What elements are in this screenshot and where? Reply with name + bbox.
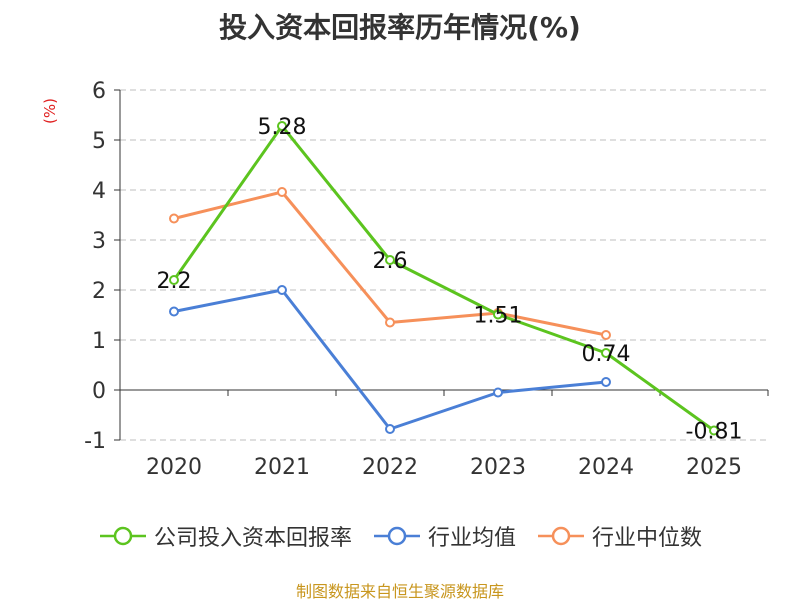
legend-label: 行业中位数 — [592, 526, 703, 551]
x-tick-label: 2024 — [578, 455, 634, 480]
data-point — [601, 348, 611, 358]
y-tick-label: -1 — [84, 429, 106, 454]
data-label: 1.51 — [474, 304, 523, 329]
data-label: 2.6 — [373, 249, 408, 274]
data-label: 0.74 — [582, 342, 631, 367]
data-label: -0.81 — [686, 420, 743, 445]
y-tick-label: 5 — [92, 129, 106, 154]
data-point — [493, 309, 503, 320]
x-tick-label: 2020 — [146, 455, 202, 480]
data-point — [385, 255, 395, 265]
y-tick-label: 6 — [92, 79, 106, 104]
data-point — [277, 121, 287, 131]
y-tick-label: 1 — [92, 329, 106, 354]
y-tick-label: 2 — [92, 279, 106, 304]
legend-item-industry-mean[interactable]: 行业均值 — [372, 520, 516, 552]
legend-label: 行业均值 — [427, 526, 516, 551]
legend-marker-company — [99, 526, 146, 546]
y-tick-label: 3 — [92, 229, 106, 254]
legend: 公司投入资本回报率 行业均值 行业中位数 — [0, 520, 800, 552]
data-point — [169, 275, 179, 285]
x-tick-label: 2025 — [686, 455, 742, 480]
series-line — [172, 124, 715, 432]
source-note: 制图数据来自恒生聚源数据库 — [295, 582, 504, 601]
chart-title: 投入资本回报率历年情况(%) — [219, 11, 581, 44]
data-point — [277, 187, 287, 197]
y-tick-label: 0 — [92, 379, 106, 404]
data-label: 5.28 — [258, 115, 307, 140]
legend-label: 公司投入资本回报率 — [153, 526, 352, 551]
y-tick-label: 4 — [92, 179, 106, 204]
data-point — [277, 285, 287, 295]
data-point — [169, 306, 179, 317]
x-tick-label: 2023 — [470, 455, 526, 480]
data-point — [493, 387, 503, 398]
data-label: 2.2 — [157, 269, 192, 294]
data-point — [601, 330, 611, 340]
data-point — [709, 425, 719, 436]
data-point — [601, 377, 611, 387]
x-tick-label: 2021 — [254, 455, 310, 480]
data-point — [169, 213, 179, 224]
data-point — [385, 424, 395, 434]
data-point — [385, 317, 395, 328]
legend-marker-industry-mean — [373, 526, 420, 546]
legend-item-industry-median[interactable]: 行业中位数 — [536, 520, 702, 552]
x-tick-label: 2022 — [362, 455, 418, 480]
legend-item-company[interactable]: 公司投入资本回报率 — [98, 520, 352, 552]
series-line — [173, 288, 607, 431]
legend-marker-industry-median — [538, 526, 584, 546]
